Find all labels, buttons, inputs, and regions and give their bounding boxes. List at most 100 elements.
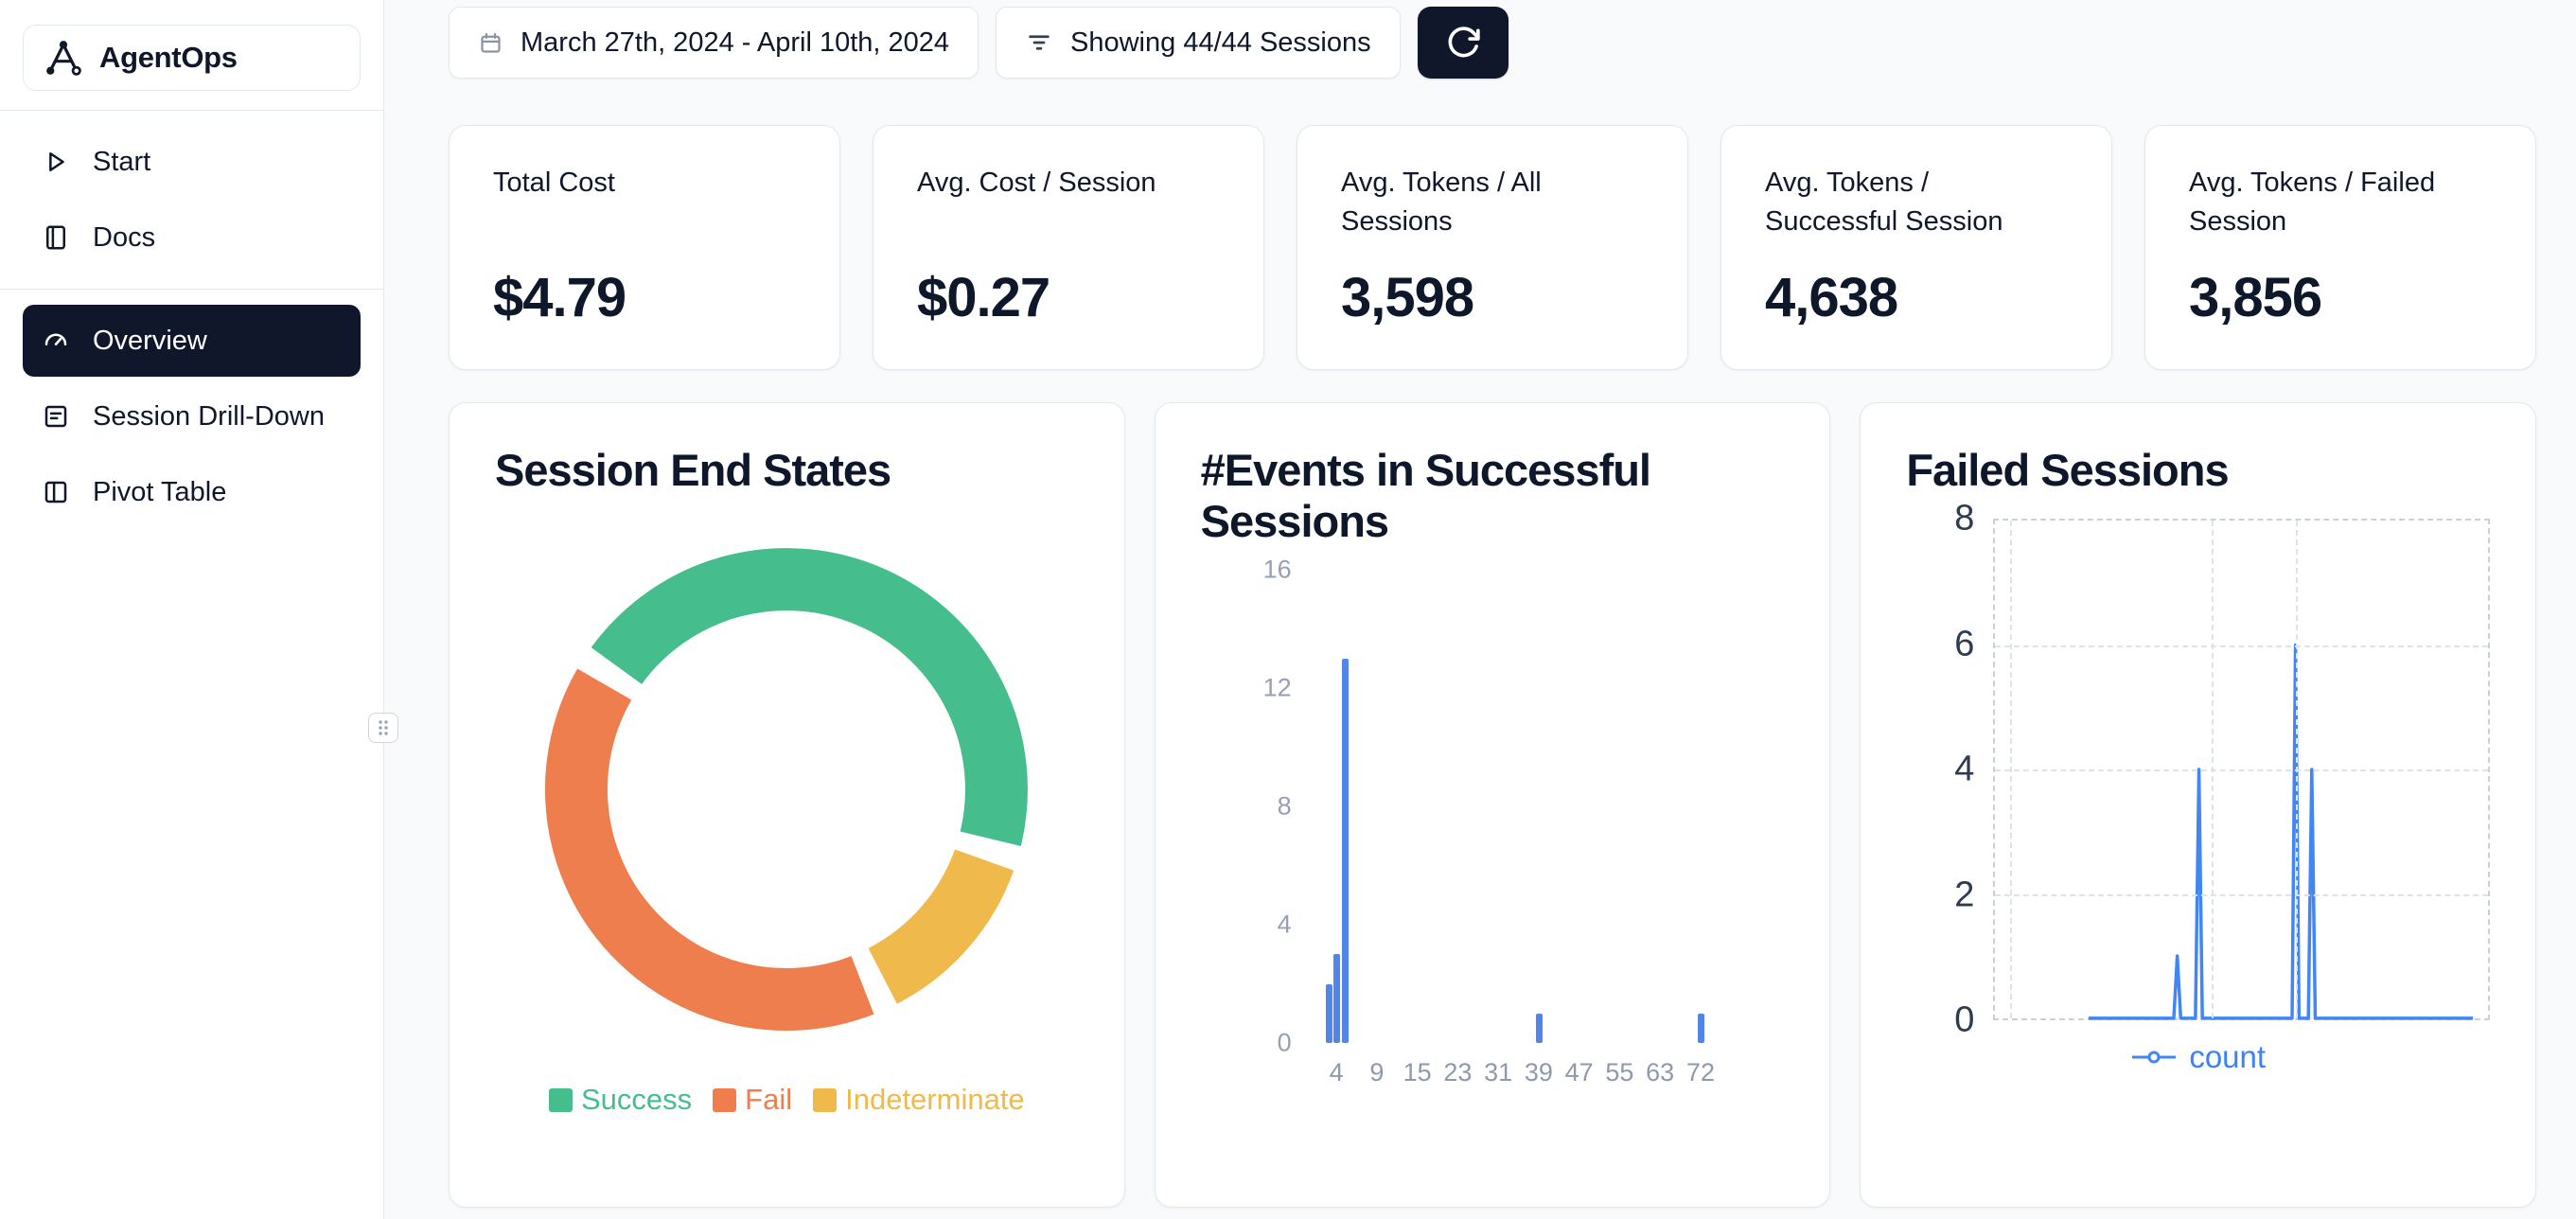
- charts-row: Session End States Success Fail Indetermin…: [449, 402, 2537, 1208]
- pivot-table-icon: [44, 481, 67, 504]
- chart-title: Session End States: [495, 445, 891, 495]
- stat-label: Avg. Tokens / Successful Session: [1765, 168, 2003, 237]
- legend-label: Fail: [745, 1083, 793, 1117]
- stat-card-avg-tokens-successful: Avg. Tokens / Successful Session 4,638: [1720, 125, 2112, 370]
- sidebar-item-label: Docs: [93, 221, 156, 253]
- chart-title: Failed Sessions: [1906, 445, 2229, 495]
- x-axis-tick-label: 72: [1685, 1058, 1715, 1087]
- x-axis-tick-label: 9: [1369, 1058, 1385, 1087]
- x-axis-tick-label: 39: [1524, 1058, 1553, 1087]
- sidebar-item-label: Pivot Table: [93, 476, 227, 507]
- sidebar-item-start[interactable]: Start: [23, 126, 361, 198]
- y-axis-tick-label: 8: [1277, 791, 1292, 821]
- session-end-states-donut-chart: [545, 548, 1029, 1032]
- x-axis-tick-label: 23: [1443, 1058, 1473, 1087]
- gridline-vertical: [2212, 521, 2214, 1019]
- stat-label: Total Cost: [493, 168, 615, 198]
- y-axis-tick-label: 4: [1954, 749, 1975, 789]
- y-axis-tick-label: 6: [1954, 624, 1975, 664]
- bar-x3: [1325, 983, 1332, 1044]
- count-line-series: [2089, 643, 2474, 1020]
- donut-segment-indeterminate: [868, 848, 1015, 1004]
- y-axis-tick-label: 16: [1262, 555, 1292, 584]
- x-axis-tick-label: 55: [1605, 1058, 1634, 1087]
- logo-text: AgentOps: [99, 41, 238, 74]
- topbar: March 27th, 2024 - April 10th, 2024 Show…: [449, 7, 2536, 79]
- docs-icon: [46, 225, 65, 250]
- stat-value: 3,598: [1341, 267, 1474, 328]
- sidebar-resize-handle[interactable]: [368, 713, 398, 743]
- gridline-vertical: [2009, 521, 2012, 1019]
- stat-card-avg-cost-session: Avg. Cost / Session $0.27: [873, 125, 1264, 370]
- sidebar-item-docs[interactable]: Docs: [23, 202, 361, 274]
- x-axis-tick-label: 31: [1484, 1058, 1513, 1087]
- logo: AgentOps: [23, 25, 361, 91]
- stat-card-avg-tokens-all: Avg. Tokens / All Sessions 3,598: [1297, 125, 1688, 370]
- y-axis-labels: 0 2 4 6 8: [1906, 499, 1993, 1040]
- x-axis-tick-label: 4: [1329, 1058, 1344, 1087]
- legend-swatch: [713, 1087, 737, 1112]
- donut-legend: Success Fail Indeterminate: [495, 1083, 1079, 1117]
- sidebar-item-overview[interactable]: Overview: [23, 305, 361, 377]
- legend-item-indeterminate[interactable]: Indeterminate: [813, 1083, 1025, 1117]
- sidebar-item-label: Session Drill-Down: [93, 400, 325, 432]
- stats-row: Total Cost $4.79 Avg. Cost / Session $0.…: [449, 125, 2536, 370]
- legend-item-success[interactable]: Success: [548, 1083, 693, 1117]
- donut-chart-wrap: [495, 534, 1079, 1045]
- count-line: [2089, 643, 2474, 1020]
- refresh-icon: [1448, 26, 1480, 58]
- chart-title: #Events in Successful Sessions: [1200, 445, 1651, 547]
- sidebar-nav: Start Docs Overview: [0, 126, 383, 528]
- stat-card-avg-tokens-failed: Avg. Tokens / Failed Session 3,856: [2144, 125, 2536, 370]
- sidebar-divider: [0, 289, 383, 290]
- gridline-horizontal: [1995, 645, 2489, 647]
- sidebar-item-pivot-table[interactable]: Pivot Table: [23, 456, 361, 528]
- stat-value: 4,638: [1765, 267, 1898, 328]
- gauge-icon: [44, 333, 67, 345]
- count-series-legend-icon: [2132, 1051, 2177, 1064]
- calendar-icon: [481, 32, 501, 53]
- legend-swatch: [548, 1087, 573, 1112]
- stat-card-total-cost: Total Cost $4.79: [449, 125, 840, 370]
- refresh-button[interactable]: [1417, 7, 1509, 79]
- legend-swatch: [813, 1087, 838, 1112]
- legend-label: Indeterminate: [845, 1083, 1025, 1117]
- failed-sessions-plot-area: [1993, 519, 2491, 1021]
- events-histogram-card: #Events in Successful Sessions 0 4 8 12 16 4 9…: [1154, 402, 1831, 1208]
- session-filter-button[interactable]: Showing 44/44 Sessions: [996, 7, 1401, 79]
- gridline-horizontal: [1995, 769, 2489, 772]
- sidebar-divider: [0, 110, 383, 111]
- bar-x72: [1697, 1013, 1704, 1044]
- gridline-vertical: [2295, 521, 2298, 1019]
- grip-dots-icon: [379, 720, 388, 735]
- gridline-horizontal: [1995, 893, 2489, 896]
- session-drilldown-icon: [44, 405, 67, 428]
- donut-segment-fail: [545, 668, 874, 1032]
- stat-label: Avg. Tokens / Failed Session: [2189, 168, 2436, 237]
- stat-label: Avg. Tokens / All Sessions: [1341, 168, 1542, 237]
- stat-value: 3,856: [2189, 267, 2322, 328]
- sidebar-item-label: Start: [93, 146, 151, 177]
- legend-item-fail[interactable]: Fail: [713, 1083, 792, 1117]
- y-axis-tick-label: 0: [1277, 1028, 1292, 1057]
- session-filter-label: Showing 44/44 Sessions: [1070, 26, 1371, 58]
- y-axis-tick-label: 2: [1954, 874, 1975, 915]
- y-axis-tick-label: 0: [1954, 999, 1975, 1040]
- date-range-button[interactable]: March 27th, 2024 - April 10th, 2024: [449, 7, 979, 79]
- legend-label: count: [2189, 1039, 2267, 1075]
- x-axis-tick-label: 63: [1646, 1058, 1675, 1087]
- stat-value: $4.79: [493, 267, 626, 328]
- donut-segment-success: [591, 548, 1029, 847]
- sidebar-item-session-drill-down[interactable]: Session Drill-Down: [23, 380, 361, 452]
- bar-x39: [1535, 1013, 1543, 1044]
- session-end-states-card: Session End States Success Fail Indetermin…: [449, 402, 1125, 1208]
- play-icon: [49, 152, 64, 171]
- x-axis-tick-label: 47: [1564, 1058, 1594, 1087]
- legend-label: Success: [580, 1083, 693, 1117]
- x-axis-tick-label: 15: [1403, 1058, 1432, 1087]
- failed-sessions-card: Failed Sessions 0 2 4 6 8 count: [1860, 402, 2537, 1208]
- y-axis-tick-label: 8: [1954, 498, 1975, 539]
- failed-sessions-chart: 0 2 4 6 8: [1906, 499, 2491, 1040]
- line-legend[interactable]: count: [1906, 1039, 2490, 1075]
